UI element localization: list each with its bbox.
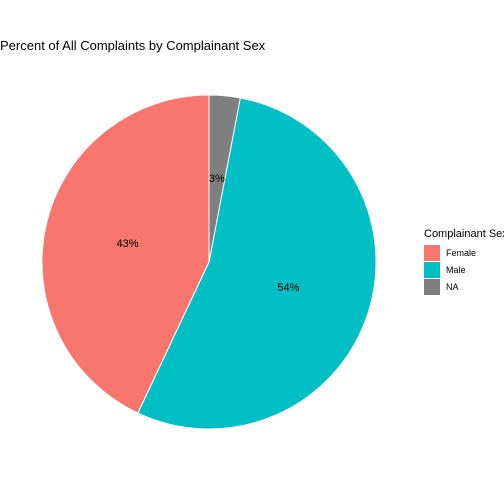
legend-key-male (424, 262, 440, 278)
pie-slice-female (41, 94, 210, 414)
slice-label-female: 43% (116, 238, 138, 250)
pie-slices (41, 94, 377, 430)
pie-slice-labels: 43% 54% 3% (116, 173, 299, 294)
pie-slice-male (137, 97, 377, 430)
legend-label-na: NA (446, 282, 459, 292)
legend-key-na (424, 279, 440, 295)
legend: Complainant Sex Female Male NA (424, 228, 504, 295)
legend-key-female (424, 245, 440, 261)
slice-label-na: 3% (209, 173, 225, 185)
chart-title: Percent of All Complaints by Complainant… (0, 38, 266, 53)
legend-label-female: Female (446, 248, 476, 258)
legend-items: Female Male NA (424, 245, 476, 295)
legend-title: Complainant Sex (424, 228, 504, 240)
slice-label-male: 54% (277, 282, 299, 294)
pie-slice-na (208, 94, 241, 263)
legend-label-male: Male (446, 265, 466, 275)
